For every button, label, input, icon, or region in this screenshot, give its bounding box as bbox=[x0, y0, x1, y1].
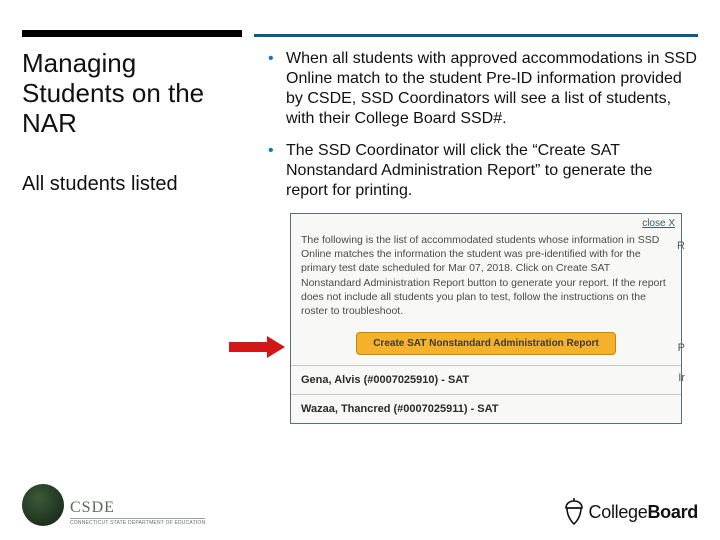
ssd-panel: R P Ir close X The following is the list… bbox=[290, 213, 682, 424]
bullet-item: When all students with approved accommod… bbox=[268, 49, 698, 129]
panel-button-row: Create SAT Nonstandard Administration Re… bbox=[291, 328, 681, 365]
csde-logo: CSDE CONNECTICUT STATE DEPARTMENT OF EDU… bbox=[22, 484, 205, 526]
csde-label: CSDE bbox=[70, 499, 205, 519]
panel-close-link[interactable]: close X bbox=[291, 214, 681, 229]
student-row: Wazaa, Thancred (#0007025911) - SAT bbox=[291, 395, 681, 423]
rule-thin bbox=[254, 34, 698, 37]
footer-logos: CSDE CONNECTICUT STATE DEPARTMENT OF EDU… bbox=[22, 484, 698, 526]
page-title: Managing Students on the NAR bbox=[22, 49, 242, 139]
left-column: Managing Students on the NAR All student… bbox=[22, 49, 242, 424]
collegeboard-text: CollegeBoard bbox=[589, 502, 698, 523]
side-letter: Ir bbox=[678, 372, 685, 384]
csde-sublabel: CONNECTICUT STATE DEPARTMENT OF EDUCATIO… bbox=[70, 520, 205, 526]
side-letter: R bbox=[677, 240, 685, 252]
content-area: Managing Students on the NAR All student… bbox=[0, 37, 720, 424]
tree-icon bbox=[22, 484, 64, 526]
bullet-item: The SSD Coordinator will click the “Crea… bbox=[268, 141, 698, 201]
header-rule bbox=[0, 0, 720, 37]
right-column: When all students with approved accommod… bbox=[268, 49, 698, 424]
acorn-icon bbox=[563, 498, 585, 526]
collegeboard-logo: CollegeBoard bbox=[563, 498, 698, 526]
create-report-button[interactable]: Create SAT Nonstandard Administration Re… bbox=[356, 332, 616, 355]
panel-body-text: The following is the list of accommodate… bbox=[291, 229, 681, 328]
red-arrow-icon bbox=[229, 336, 285, 358]
student-row: Gena, Alvis (#0007025910) - SAT bbox=[291, 366, 681, 394]
page-subtitle: All students listed bbox=[22, 173, 242, 196]
rule-thick bbox=[22, 30, 242, 37]
bullet-list: When all students with approved accommod… bbox=[268, 49, 698, 201]
